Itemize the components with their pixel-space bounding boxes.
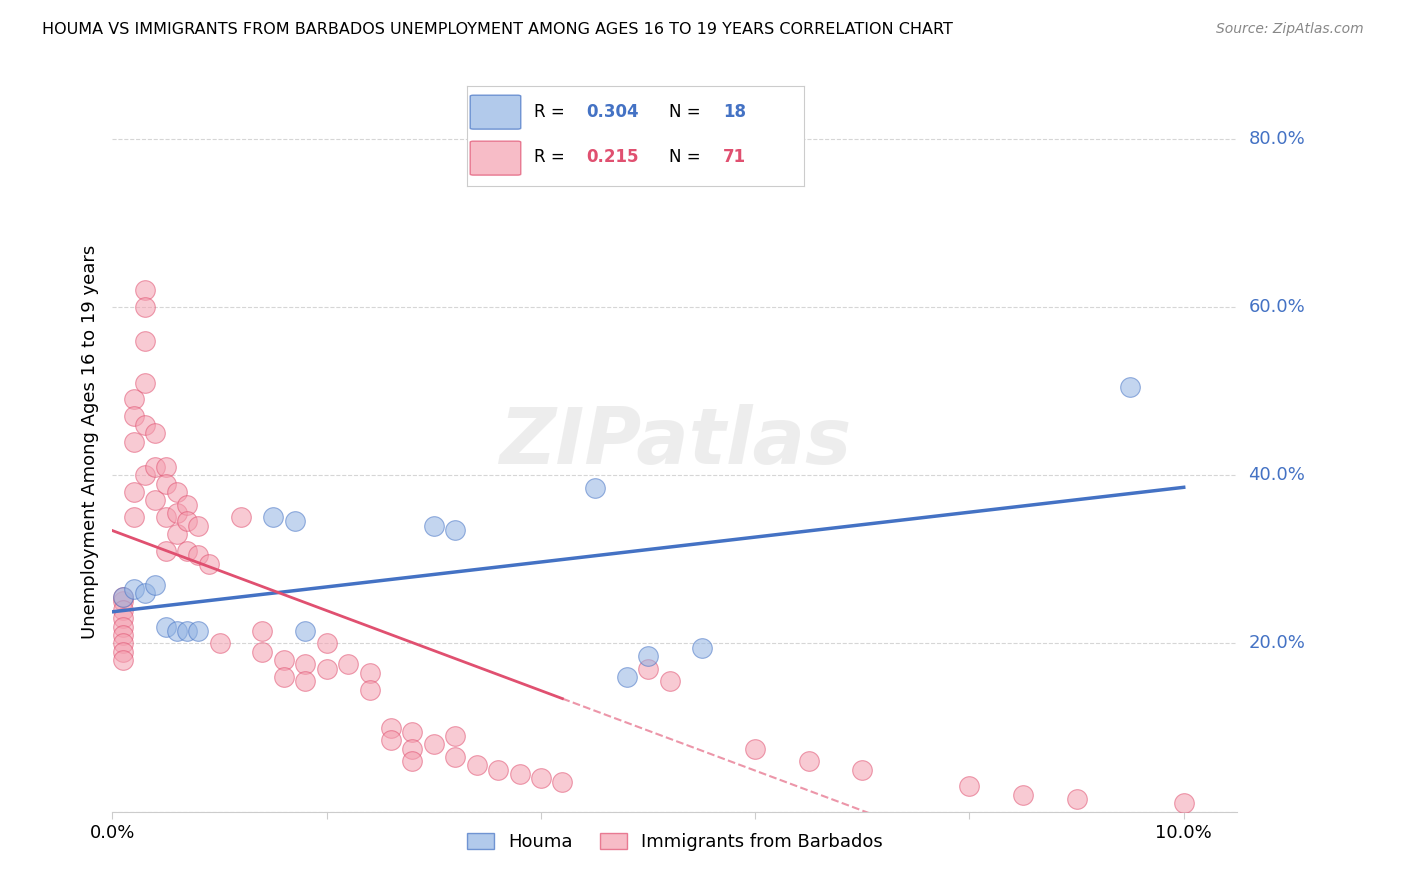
Point [187, 624, 209, 638]
Text: 60.0%: 60.0% [1249, 298, 1305, 316]
Point [166, 624, 188, 638]
Point [134, 334, 156, 348]
Point [122, 434, 145, 449]
Point [401, 754, 423, 768]
Point [134, 586, 156, 600]
Point [959, 780, 981, 794]
Point [187, 548, 209, 562]
Point [444, 750, 467, 764]
Point [337, 657, 360, 672]
Point [176, 498, 198, 512]
Point [359, 682, 381, 697]
Point [294, 657, 316, 672]
Point [273, 670, 295, 684]
Point [112, 590, 135, 604]
Point [112, 594, 135, 608]
Point [423, 738, 446, 752]
Point [143, 426, 166, 441]
Point [112, 611, 135, 625]
Point [112, 645, 135, 659]
Point [112, 619, 135, 633]
Point [583, 481, 606, 495]
Point [1066, 792, 1088, 806]
Text: ZIPatlas: ZIPatlas [499, 403, 851, 480]
Text: HOUMA VS IMMIGRANTS FROM BARBADOS UNEMPLOYMENT AMONG AGES 16 TO 19 YEARS CORRELA: HOUMA VS IMMIGRANTS FROM BARBADOS UNEMPL… [42, 22, 953, 37]
Point [1119, 380, 1142, 394]
Point [509, 767, 531, 781]
Point [155, 619, 177, 633]
Point [134, 300, 156, 314]
Point [166, 485, 188, 500]
Point [143, 459, 166, 474]
Point [252, 624, 274, 638]
Point [294, 674, 316, 689]
Point [401, 724, 423, 739]
Point [166, 527, 188, 541]
Point [797, 754, 820, 768]
Point [112, 603, 135, 617]
Point [486, 763, 509, 777]
Point [252, 645, 274, 659]
Point [122, 510, 145, 524]
Point [143, 577, 166, 591]
Point [112, 628, 135, 642]
Point [380, 733, 402, 747]
Point [359, 665, 381, 680]
Point [176, 515, 198, 529]
Point [134, 468, 156, 483]
Point [401, 741, 423, 756]
Point [122, 409, 145, 424]
Point [155, 544, 177, 558]
Point [294, 624, 316, 638]
Point [262, 510, 284, 524]
Text: Source: ZipAtlas.com: Source: ZipAtlas.com [1216, 22, 1364, 37]
Point [315, 636, 337, 650]
Point [155, 459, 177, 474]
Point [637, 649, 659, 664]
Point [208, 636, 231, 650]
Text: 40.0%: 40.0% [1249, 467, 1305, 484]
Point [122, 485, 145, 500]
Point [444, 729, 467, 743]
Point [198, 557, 221, 571]
Point [176, 544, 198, 558]
Point [616, 670, 638, 684]
Point [851, 763, 873, 777]
Point [658, 674, 681, 689]
Point [143, 493, 166, 508]
Point [134, 283, 156, 297]
Point [551, 775, 574, 789]
Point [273, 653, 295, 667]
Legend: Houma, Immigrants from Barbados: Houma, Immigrants from Barbados [460, 825, 890, 858]
Y-axis label: Unemployment Among Ages 16 to 19 years: Unemployment Among Ages 16 to 19 years [80, 244, 98, 639]
Point [444, 523, 467, 537]
Point [112, 636, 135, 650]
Text: 20.0%: 20.0% [1249, 634, 1305, 652]
Point [423, 518, 446, 533]
Point [229, 510, 252, 524]
Point [134, 376, 156, 390]
Point [1012, 788, 1035, 802]
Point [187, 518, 209, 533]
Point [465, 758, 488, 772]
Point [744, 741, 766, 756]
Point [155, 476, 177, 491]
Point [1173, 797, 1195, 811]
Text: 80.0%: 80.0% [1249, 129, 1305, 148]
Point [690, 640, 713, 655]
Point [122, 392, 145, 407]
Point [284, 515, 307, 529]
Point [637, 662, 659, 676]
Point [112, 590, 135, 604]
Point [112, 653, 135, 667]
Point [176, 624, 198, 638]
Point [380, 721, 402, 735]
Point [166, 506, 188, 520]
Point [315, 662, 337, 676]
Point [122, 582, 145, 596]
Point [134, 417, 156, 432]
Point [155, 510, 177, 524]
Point [530, 771, 553, 785]
